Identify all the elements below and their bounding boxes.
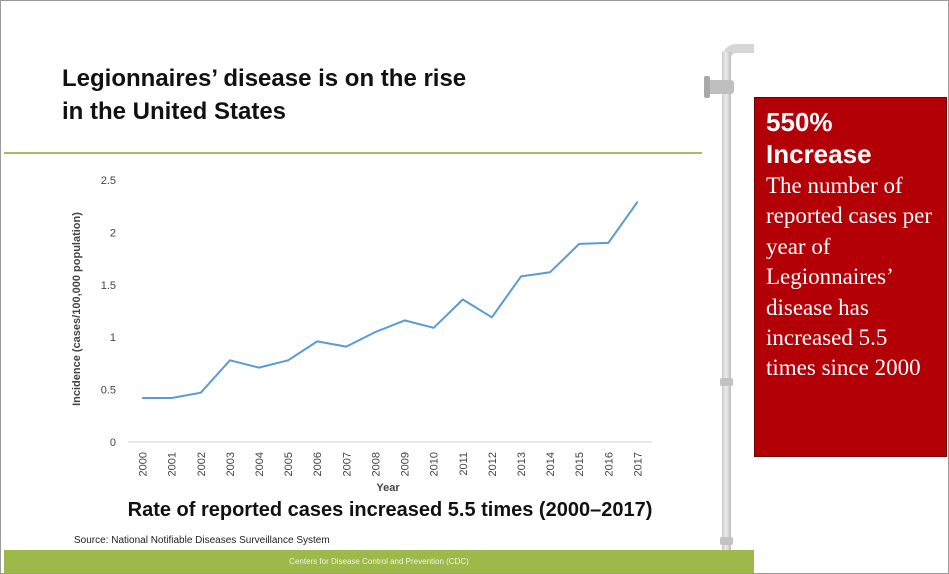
x-tick-label: 2002 xyxy=(196,452,208,476)
series-line xyxy=(142,201,639,399)
x-tick-label: 2007 xyxy=(341,452,353,476)
chart-subtitle: Rate of reported cases increased 5.5 tim… xyxy=(127,499,653,521)
title-line-2: in the United States xyxy=(62,98,287,125)
x-tick-label: 2000 xyxy=(138,452,150,476)
data-point xyxy=(141,397,144,399)
footer-bar: Centers for Disease Control and Preventi… xyxy=(4,550,754,573)
data-point xyxy=(170,397,173,399)
y-tick-label: 1 xyxy=(110,332,116,344)
x-tick-label: 2009 xyxy=(400,452,412,476)
data-point xyxy=(258,366,260,369)
y-tick-label: 2.5 xyxy=(101,175,116,187)
data-point xyxy=(403,319,406,322)
x-tick-label: 2001 xyxy=(167,452,179,476)
source-note: Source: National Notifiable Diseases Sur… xyxy=(74,535,330,546)
data-point xyxy=(316,340,319,343)
x-tick-label: 2015 xyxy=(574,452,586,476)
x-tick-label: 2006 xyxy=(312,452,324,476)
callout-box: 550% Increase The number of reported cas… xyxy=(754,97,947,457)
data-point xyxy=(345,345,348,348)
callout-increase: Increase xyxy=(766,139,872,169)
title-divider xyxy=(4,152,702,154)
title-line-1: Legionnaires’ disease is on the rise xyxy=(62,65,467,92)
pipe-decoration xyxy=(722,52,731,550)
data-point xyxy=(491,316,493,319)
pipe-joint-decoration xyxy=(720,378,733,386)
x-tick-label: 2005 xyxy=(283,452,295,476)
y-tick-label: 1.5 xyxy=(101,280,116,292)
pipe-joint-decoration xyxy=(720,537,733,545)
y-tick-label: 0 xyxy=(110,437,116,449)
x-axis-label: Year xyxy=(376,482,400,494)
y-tick-label: 2 xyxy=(110,227,116,239)
callout-body: The number of reported cases per year of… xyxy=(766,173,933,381)
x-tick-label: 2003 xyxy=(225,452,237,476)
x-tick-label: 2008 xyxy=(370,452,382,476)
data-point xyxy=(432,326,435,329)
line-chart: 0 0.5 1 1.5 2 2.5 2000 2001 2002 2003 2004 2005 2006… xyxy=(71,175,652,494)
data-point xyxy=(199,391,202,394)
x-tick-label: 2012 xyxy=(487,452,499,476)
data-point xyxy=(461,298,464,301)
x-tick-label: 2016 xyxy=(603,452,615,476)
x-tick-label: 2011 xyxy=(458,452,470,476)
x-tick-label: 2004 xyxy=(254,452,266,476)
data-point xyxy=(287,359,289,362)
x-tick-label: 2010 xyxy=(429,452,441,476)
y-tick-label: 0.5 xyxy=(101,385,116,397)
valve-decoration xyxy=(706,80,734,94)
y-axis-label: Incidence (cases/100,000 population) xyxy=(71,212,83,406)
callout-percent: 550% xyxy=(766,107,833,137)
x-tick-label: 2017 xyxy=(632,452,644,476)
x-tick-label: 2014 xyxy=(545,452,557,476)
slide-title: Legionnaires’ disease is on the rise in … xyxy=(62,62,682,128)
valve-knob-decoration xyxy=(704,76,710,98)
data-point xyxy=(549,271,551,274)
data-point xyxy=(578,243,581,245)
x-tick-label: 2013 xyxy=(516,452,528,476)
data-point xyxy=(636,201,639,203)
callout-headline: 550% Increase xyxy=(766,106,936,170)
data-point xyxy=(520,275,522,278)
data-point xyxy=(607,242,610,244)
data-point xyxy=(229,359,231,362)
data-point xyxy=(374,331,377,333)
